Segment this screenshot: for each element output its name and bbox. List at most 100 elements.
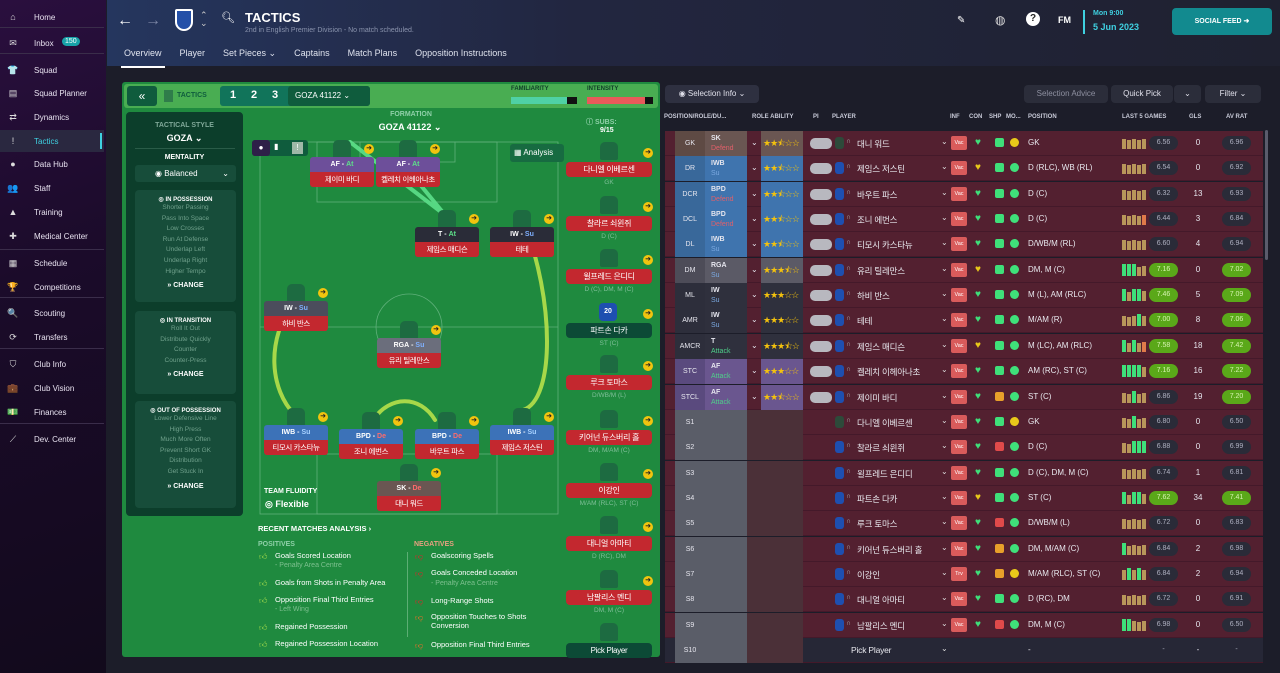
player-select-chevron-icon[interactable]: ⌄ (941, 213, 948, 222)
player-name[interactable]: 유리 틸레만스 (857, 266, 905, 276)
tab-player[interactable]: Player (179, 48, 206, 58)
role-cell[interactable]: IWB Su (705, 232, 747, 257)
role-duty-select[interactable]: BPD - De (339, 429, 403, 444)
fm-logo[interactable]: FM (1058, 15, 1071, 25)
player-name[interactable]: 하비 반스 (857, 291, 890, 301)
sidebar-item-squad[interactable]: 👕 Squad (0, 59, 104, 81)
sub-name-select[interactable]: 남팔리스 멘디 (566, 590, 652, 605)
move-arrow-icon[interactable]: ➜ (643, 255, 653, 265)
player-instructions-icon[interactable] (810, 265, 832, 276)
pitch-player-card[interactable]: AF - At 켈레치 이헤아나초 (376, 157, 440, 187)
team-fluidity-value[interactable]: ◎ Flexible (265, 499, 309, 509)
role-cell[interactable] (705, 613, 747, 638)
sub-name-select[interactable]: 루크 토마스 (566, 375, 652, 390)
move-arrow-icon[interactable]: ➜ (544, 214, 554, 224)
column-header[interactable]: PI (813, 114, 819, 120)
quick-pick-dropdown[interactable]: ⌄ (1174, 85, 1201, 103)
move-arrow-icon[interactable]: ➜ (643, 416, 653, 426)
player-select-chevron-icon[interactable]: ⌄ (941, 416, 948, 425)
sidebar-item-scouting[interactable]: 🔍 Scouting (0, 302, 104, 324)
player-name[interactable]: 제이미 바디 (857, 393, 898, 403)
player-name[interactable]: 루크 토마스 (857, 519, 898, 529)
role-cell[interactable]: BPD Defend (705, 207, 747, 232)
table-row[interactable]: S2 ∩ 찰라르 쇠윈쥐 ⌄ Vac ♥ 6.88 6.99 D (C) 0 (665, 435, 1263, 460)
role-cell[interactable]: IWB Su (705, 156, 747, 181)
move-arrow-icon[interactable]: ➜ (431, 468, 441, 478)
table-row[interactable]: DM RGA Su ⌄ ★★★⯪☆ ∩ 유리 틸레만스 ⌄ Vac ♥ 7.16 7.02 DM, M … (665, 258, 1263, 283)
role-cell[interactable]: T Attack (705, 334, 747, 359)
filter-button[interactable]: Filter ⌄ (1205, 85, 1261, 103)
role-cell[interactable] (705, 410, 747, 435)
formation-select[interactable]: GOZA 41122 ⌄ (378, 122, 442, 132)
stats-view-icon[interactable]: ▮ (274, 142, 279, 151)
column-header[interactable]: ROLE ABILITY (752, 114, 794, 120)
club-badge-icon[interactable] (175, 9, 193, 31)
role-cell[interactable] (705, 461, 747, 486)
sub-name-select[interactable]: 파트손 다카 (566, 323, 652, 338)
sidebar-item-transfers[interactable]: ⟳ Transfers (0, 326, 104, 348)
player-name[interactable]: 윌프레드 은디디 (857, 469, 913, 479)
table-row[interactable]: S10 Pick Player ⌄ - - - - (665, 638, 1263, 663)
table-row[interactable]: S5 ∩ 루크 토마스 ⌄ Vac ♥ 6.72 6.83 D/WB/M (L) 0 (665, 511, 1263, 536)
sidebar-item-club-info[interactable]: ⛉ Club Info (0, 353, 104, 375)
player-name-select[interactable]: 제임스 저스틴 (490, 440, 554, 455)
move-arrow-icon[interactable]: ➜ (318, 288, 328, 298)
player-instructions-icon[interactable] (810, 239, 832, 250)
tab-captains[interactable]: Captains (294, 48, 330, 58)
role-cell[interactable] (705, 486, 747, 511)
player-select-chevron-icon[interactable]: ⌄ (941, 365, 948, 374)
column-header[interactable]: AV RAT (1226, 114, 1248, 120)
move-arrow-icon[interactable]: ➜ (364, 144, 374, 154)
player-instructions-icon[interactable] (810, 315, 832, 326)
sub-player-slot[interactable]: 키어넌 듀스버리 홀 DM, M/AM (C) (566, 430, 652, 454)
sidebar-item-schedule[interactable]: ▦ Schedule (0, 252, 104, 274)
move-arrow-icon[interactable]: ➜ (469, 214, 479, 224)
globe-icon[interactable]: ◍ (995, 13, 1006, 27)
role-cell[interactable] (705, 562, 747, 587)
table-row[interactable]: GK SK Defend ⌄ ★★⯪☆☆ ∩ 대니 워드 ⌄ Vac ♥ 6.56 6.96 GK 0 (665, 131, 1263, 156)
forward-arrow-icon[interactable]: → (145, 12, 161, 29)
pitch-player-card[interactable]: BPD - De 바우트 파스 (415, 429, 479, 459)
sub-player-slot[interactable]: 대니얼 아마티 D (RC), DM (566, 536, 652, 560)
player-select-chevron-icon[interactable]: ⌄ (941, 568, 948, 577)
sub-player-slot[interactable]: 남팔리스 멘디 DM, M (C) (566, 590, 652, 614)
move-arrow-icon[interactable]: ➜ (643, 576, 653, 586)
club-switch-icon[interactable]: ⌃ ⌄ (200, 10, 208, 28)
role-duty-select[interactable]: SK - De (377, 481, 441, 496)
quick-pick-button[interactable]: Quick Pick (1111, 85, 1173, 103)
sub-name-select[interactable]: 이강인 (566, 483, 652, 498)
chevron-down-icon[interactable]: ⌄ (751, 189, 758, 198)
chevron-down-icon[interactable]: ⌄ (751, 392, 758, 401)
selection-info-button[interactable]: ◉ Selection Info ⌄ (665, 85, 759, 103)
sub-player-slot[interactable]: 윌프레드 은디디 D (C), DM, M (C) (566, 269, 652, 293)
table-row[interactable]: S9 ∩ 남팔리스 멘디 ⌄ Vac ♥ 6.98 6.50 DM, M (C) 0 (665, 613, 1263, 638)
tactic-slot-1[interactable]: 1 (230, 89, 237, 101)
role-cell[interactable]: RGA Su (705, 258, 747, 283)
sidebar-item-data-hub[interactable]: ● Data Hub (0, 153, 104, 175)
role-duty-select[interactable]: T - At (415, 227, 479, 242)
sub-name-select[interactable]: 키어넌 듀스버리 홀 (566, 430, 652, 445)
table-row[interactable]: S3 ∩ 윌프레드 은디디 ⌄ Vac ♥ 6.74 6.81 D (C), DM, M (C)… (665, 461, 1263, 486)
collapse-icon[interactable]: « (127, 86, 157, 106)
player-instructions-icon[interactable] (810, 163, 832, 174)
column-header[interactable]: POSITION (1028, 114, 1057, 120)
move-arrow-icon[interactable]: ➜ (469, 416, 479, 426)
role-cell[interactable] (705, 638, 747, 663)
role-cell[interactable] (705, 435, 747, 460)
table-scrollbar[interactable] (1265, 130, 1268, 260)
instructions-view-icon[interactable]: ! (292, 142, 303, 154)
table-row[interactable]: STCL AF Attack ⌄ ★★⯪☆☆ ∩ 제이미 바디 ⌄ Vac ♥ 6.86 7.20 ST… (665, 385, 1263, 410)
move-arrow-icon[interactable]: ➜ (643, 469, 653, 479)
pitch-player-card[interactable]: SK - De 대니 워드 (377, 481, 441, 511)
player-instructions-icon[interactable] (810, 290, 832, 301)
player-instructions-icon[interactable] (810, 214, 832, 225)
role-duty-select[interactable]: RGA - Su (377, 338, 441, 353)
chevron-down-icon[interactable]: ⌄ (751, 138, 758, 147)
player-select-chevron-icon[interactable]: ⌄ (941, 543, 948, 552)
column-header[interactable]: GLS (1189, 114, 1202, 120)
player-name[interactable]: 티모시 카스타뉴 (857, 240, 913, 250)
sidebar-item-inbox[interactable]: ✉ Inbox (0, 32, 104, 54)
tab-set-pieces[interactable]: Set Pieces ⌄ (223, 48, 277, 58)
chevron-down-icon[interactable]: ⌄ (751, 315, 758, 324)
table-row[interactable]: DL IWB Su ⌄ ★★⯪☆☆ ∩ 티모시 카스타뉴 ⌄ Vac ♥ 6.60 6.94 D/WB/… (665, 232, 1263, 257)
